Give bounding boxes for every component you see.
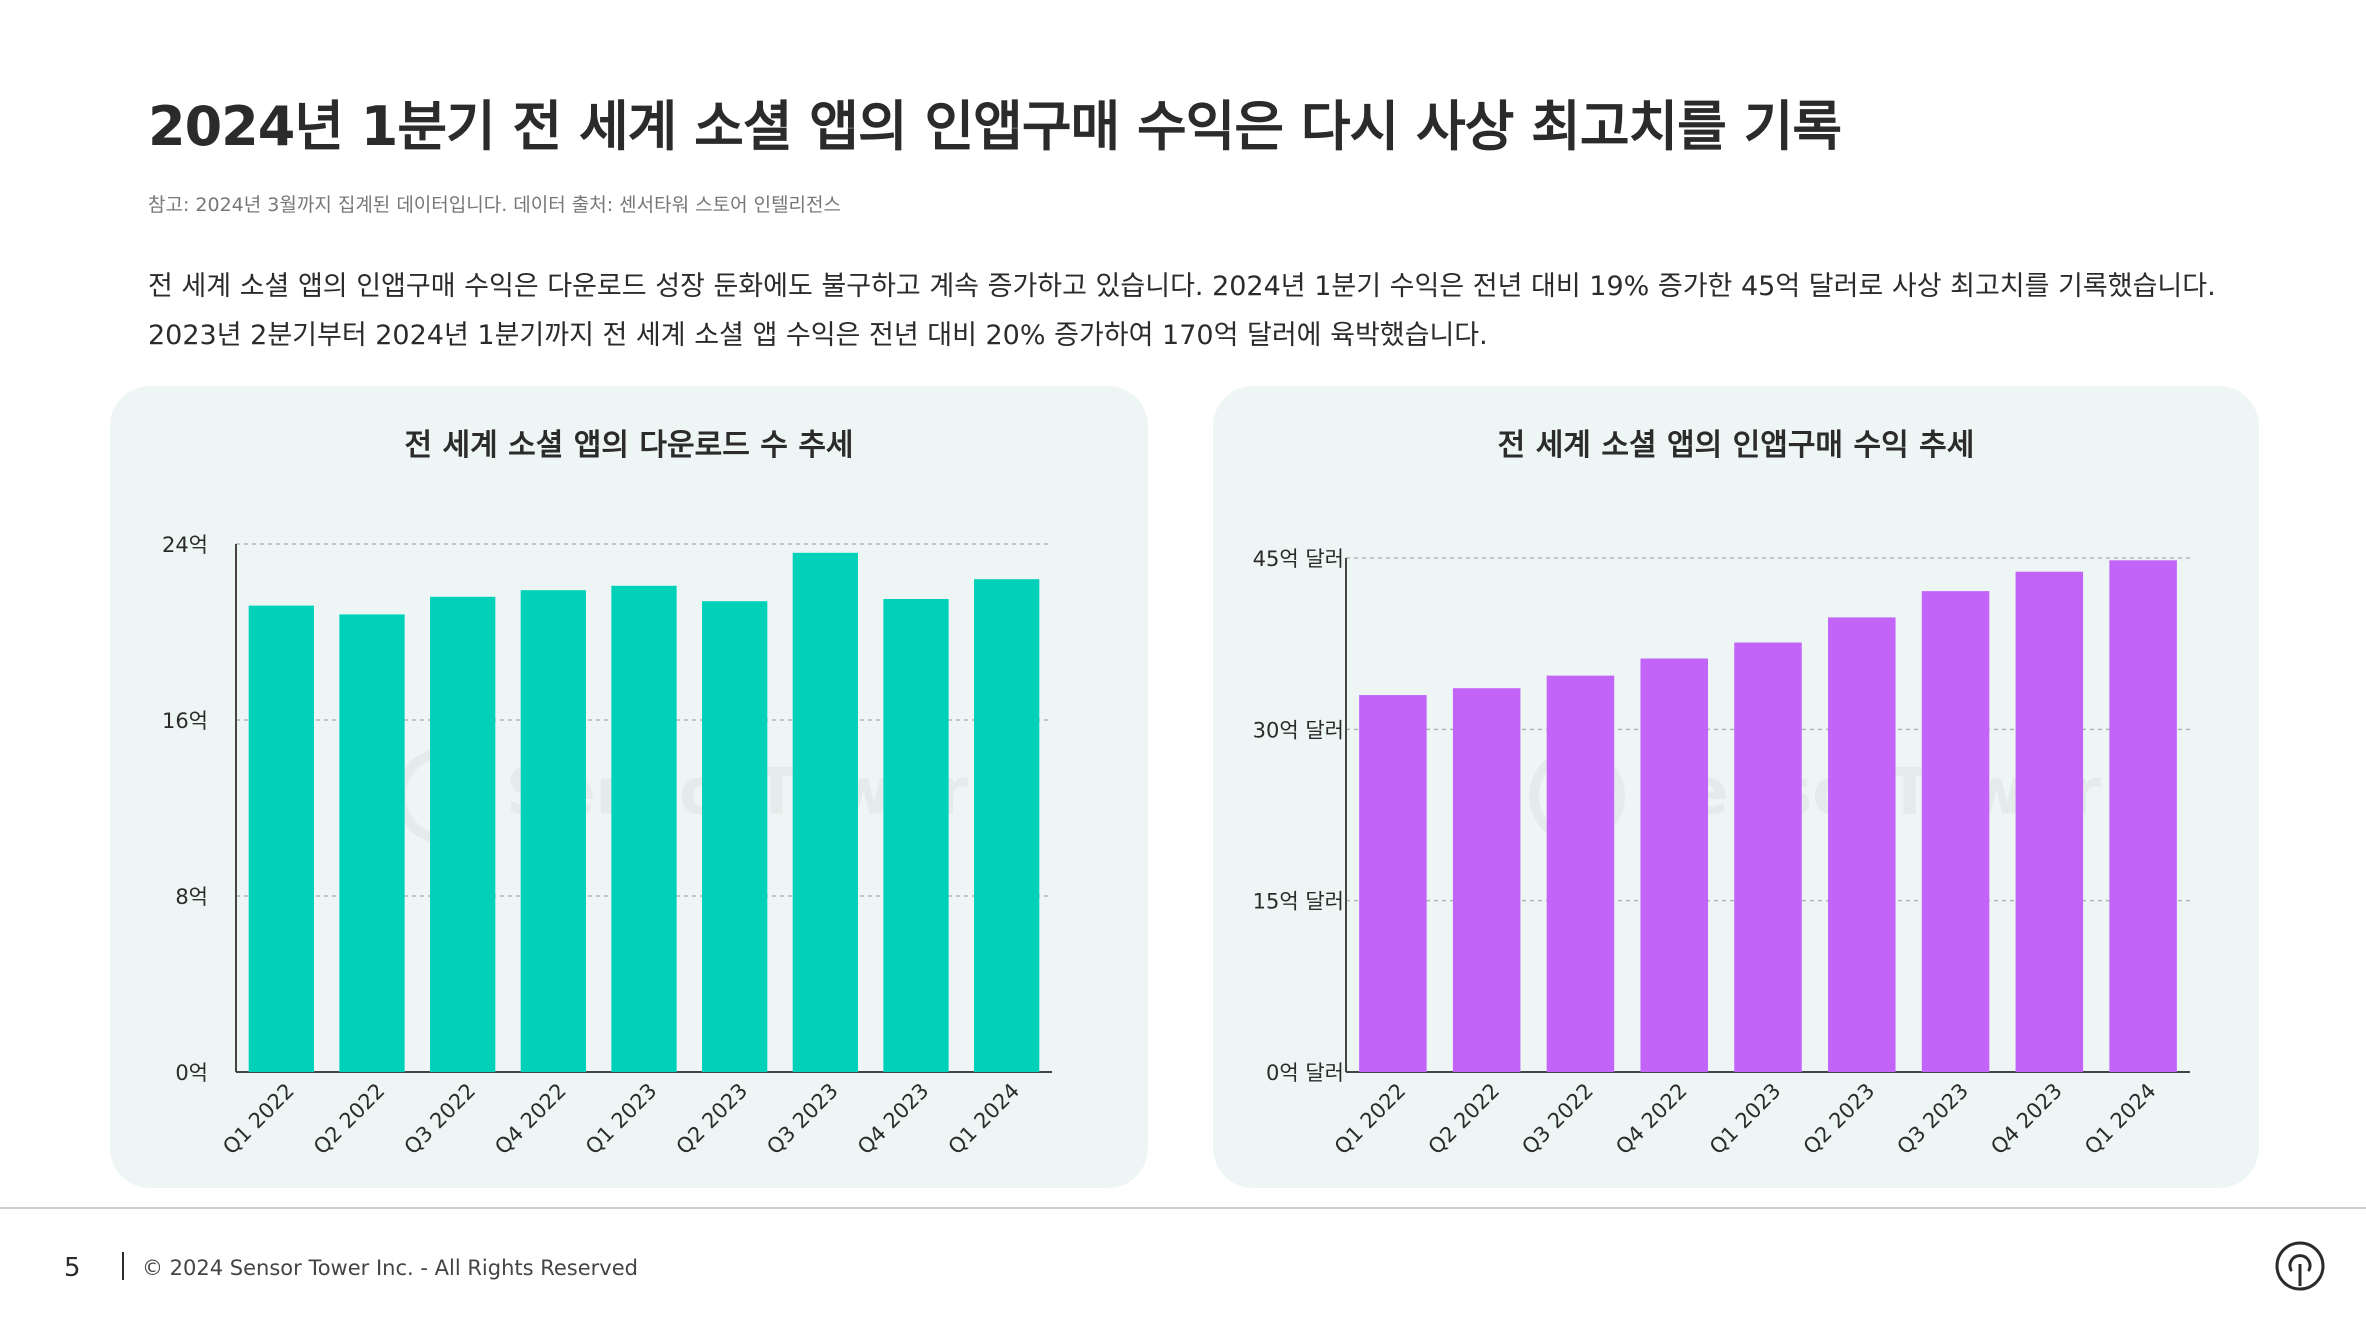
x-tick-label: Q2 2023 bbox=[1799, 1079, 1880, 1160]
bar bbox=[974, 579, 1040, 1072]
y-tick-label: 45억 달러 bbox=[1253, 547, 1344, 571]
bar bbox=[1640, 658, 1708, 1072]
description-text: 전 세계 소셜 앱의 인앱구매 수익은 다운로드 성장 둔화에도 불구하고 계속… bbox=[148, 271, 2216, 351]
bar bbox=[792, 552, 858, 1072]
y-tick-label: 30억 달러 bbox=[1253, 718, 1344, 742]
x-tick-label: Q3 2023 bbox=[1892, 1079, 1973, 1160]
bar bbox=[1452, 688, 1521, 1072]
x-tick-label: Q1 2023 bbox=[581, 1079, 662, 1160]
x-tick-label: Q2 2022 bbox=[309, 1079, 390, 1160]
bar bbox=[520, 590, 586, 1072]
sensor-tower-logo-icon bbox=[2275, 1241, 2325, 1291]
x-tick-label: Q2 2023 bbox=[672, 1079, 753, 1160]
y-tick-label: 0억 달러 bbox=[1266, 1061, 1344, 1085]
bar bbox=[611, 585, 677, 1072]
bar bbox=[430, 596, 496, 1072]
bar bbox=[2015, 571, 2084, 1072]
copyright-text: © 2024 Sensor Tower Inc. - All Rights Re… bbox=[142, 1256, 638, 1280]
x-tick-label: Q2 2022 bbox=[1424, 1079, 1505, 1160]
x-tick-label: Q1 2022 bbox=[1330, 1079, 1411, 1160]
page-number: 5 bbox=[64, 1253, 81, 1283]
bar bbox=[1828, 617, 1896, 1072]
bar bbox=[1546, 675, 1615, 1072]
bar bbox=[339, 614, 405, 1072]
x-tick-label: Q4 2022 bbox=[1611, 1079, 1692, 1160]
bar bbox=[2109, 560, 2177, 1072]
x-tick-label: Q4 2023 bbox=[853, 1079, 934, 1160]
y-tick-label: 0억 bbox=[175, 1061, 208, 1085]
page-title: 2024년 1분기 전 세계 소셜 앱의 인앱구매 수익은 다시 사상 최고치를… bbox=[148, 95, 1842, 158]
footer-divider bbox=[0, 1207, 2366, 1209]
x-tick-label: Q1 2024 bbox=[2080, 1079, 2161, 1160]
y-tick-label: 15억 달러 bbox=[1253, 890, 1344, 914]
revenue-chart-title: 전 세계 소셜 앱의 인앱구매 수익 추세 bbox=[1497, 428, 1975, 463]
bar bbox=[1734, 642, 1802, 1072]
bar bbox=[1359, 695, 1427, 1072]
x-tick-label: Q1 2024 bbox=[944, 1079, 1025, 1160]
y-tick-label: 24억 bbox=[162, 533, 208, 557]
bar bbox=[883, 599, 949, 1072]
downloads-chart-title: 전 세계 소셜 앱의 다운로드 수 추세 bbox=[404, 428, 854, 463]
bar bbox=[248, 605, 314, 1072]
x-tick-label: Q3 2023 bbox=[762, 1079, 843, 1160]
y-tick-label: 8억 bbox=[175, 885, 208, 909]
x-tick-label: Q3 2022 bbox=[400, 1079, 481, 1160]
x-tick-label: Q1 2023 bbox=[1705, 1079, 1786, 1160]
footer-separator bbox=[122, 1252, 124, 1280]
x-tick-label: Q4 2023 bbox=[1986, 1079, 2067, 1160]
source-note: 참고: 2024년 3월까지 집계된 데이터입니다. 데이터 출처: 센서타워 … bbox=[148, 194, 842, 216]
x-tick-label: Q1 2022 bbox=[218, 1079, 299, 1160]
bar bbox=[702, 601, 768, 1072]
bar bbox=[1921, 591, 1990, 1072]
x-tick-label: Q4 2022 bbox=[490, 1079, 571, 1160]
x-tick-label: Q3 2022 bbox=[1517, 1079, 1598, 1160]
y-tick-label: 16억 bbox=[162, 709, 208, 733]
